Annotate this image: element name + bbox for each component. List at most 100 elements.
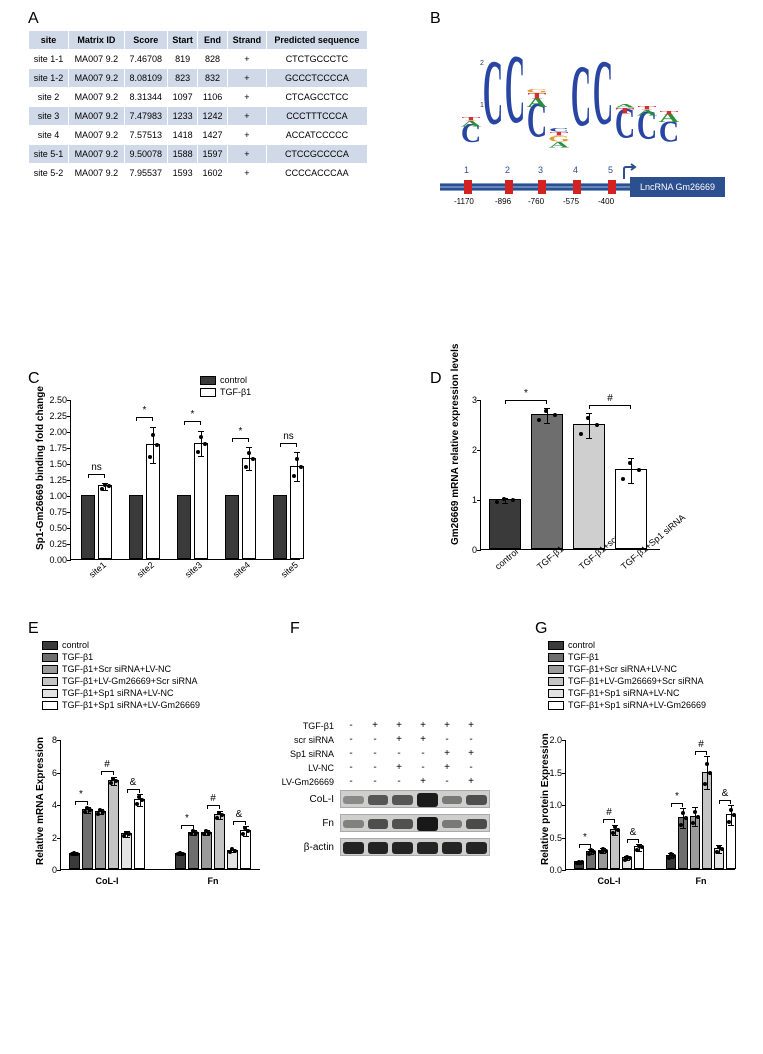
xlabel: site3 — [183, 560, 204, 580]
table-header: Score — [124, 31, 167, 50]
bar — [129, 495, 143, 559]
significance-label: # — [205, 793, 221, 804]
significance-label: * — [233, 426, 249, 437]
panel-a-table: siteMatrix IDScoreStartEndStrandPredicte… — [28, 30, 368, 183]
bar — [108, 780, 119, 869]
site-position: -896 — [495, 197, 511, 206]
panel-f-label: F — [290, 620, 300, 638]
significance-label: * — [185, 409, 201, 420]
significance-label: * — [73, 789, 89, 800]
panel-e-label: E — [28, 620, 39, 638]
binding-site-marker — [464, 180, 472, 194]
legend-item: control — [548, 640, 706, 650]
logo-letter: C — [482, 44, 504, 150]
ytick-label: 2.25 — [49, 411, 67, 421]
ytick-label: 2.50 — [49, 395, 67, 405]
significance-label: # — [99, 759, 115, 770]
table-header: End — [198, 31, 228, 50]
significance-label: * — [137, 405, 153, 416]
site-number: 5 — [608, 165, 613, 175]
logo-letter: C — [504, 37, 526, 150]
ytick-label: 1.5 — [544, 768, 562, 778]
binding-site-marker — [608, 180, 616, 194]
panel-b-label: B — [430, 10, 441, 28]
panel-c-ylabel: Sp1-Gm26669 binding fold change — [35, 386, 46, 550]
blot-condition-row: scr siRNA--++-- — [280, 734, 510, 745]
ytick-label: 1.25 — [49, 475, 67, 485]
ytick-label: 2 — [459, 445, 477, 455]
group-label: CoL-I — [96, 876, 119, 886]
ytick-label: 1 — [459, 495, 477, 505]
legend-item: TGF-β1+Scr siRNA+LV-NC — [42, 664, 200, 674]
xlabel: control — [493, 547, 520, 572]
ytick-label: 1.50 — [49, 459, 67, 469]
ytick-label: 0.75 — [49, 507, 67, 517]
table-row: site 1-1MA007 9.27.46708819828+CTCTGCCCT… — [29, 50, 368, 69]
ytick-label: 0.50 — [49, 523, 67, 533]
site-number: 4 — [573, 165, 578, 175]
panel-e-legend: controlTGF-β1TGF-β1+Scr siRNA+LV-NCTGF-β… — [42, 640, 200, 712]
table-header: Predicted sequence — [266, 31, 367, 50]
logo-letter: C — [592, 44, 614, 150]
blot-condition-row: TGF-β1-+++++ — [280, 720, 510, 731]
bar — [194, 443, 208, 559]
significance-label: & — [125, 777, 141, 788]
ytick-label: 0.00 — [49, 555, 67, 565]
xlabel: site5 — [279, 560, 300, 580]
binding-sites-table: siteMatrix IDScoreStartEndStrandPredicte… — [28, 30, 368, 183]
binding-site-marker — [505, 180, 513, 194]
bar — [121, 833, 132, 869]
ytick-label: 0.0 — [544, 865, 562, 875]
legend-item: TGF-β1+LV-Gm26669+Scr siRNA — [548, 676, 706, 686]
legend-item: TGF-β1+Sp1 siRNA+LV-Gm26669 — [42, 700, 200, 710]
ytick-label: 1.00 — [49, 491, 67, 501]
table-row: site 2MA007 9.28.3134410971106+CTCAGCCTC… — [29, 88, 368, 107]
ytick-label: 1.0 — [544, 800, 562, 810]
legend-tgf: TGF-β1 — [220, 387, 251, 397]
gene-box: LncRNA Gm26669 — [630, 177, 725, 197]
ytick-label: 0.5 — [544, 833, 562, 843]
panel-d-chart: Gm26669 mRNA relative expression levels … — [480, 400, 660, 550]
logo-letter: T — [636, 105, 658, 111]
bar — [489, 499, 521, 549]
significance-label: * — [518, 388, 534, 399]
site-position: -575 — [563, 197, 579, 206]
logo-letter: T — [460, 116, 482, 122]
ytick-label: 6 — [39, 768, 57, 778]
bar — [242, 458, 256, 559]
site-position: -400 — [598, 197, 614, 206]
legend-control: control — [220, 375, 247, 385]
table-header: site — [29, 31, 69, 50]
bar — [573, 424, 605, 549]
blot-condition-row: Sp1 siRNA----++ — [280, 748, 510, 759]
bar — [98, 485, 112, 559]
logo-letter: A — [614, 103, 636, 109]
panel-e-chart: Relative mRNA Expression 02468*#&CoL-I*#… — [60, 740, 260, 870]
bar — [531, 414, 563, 549]
blot-band-row: Fn — [280, 814, 510, 832]
binding-site-marker — [573, 180, 581, 194]
panel-c-chart: Sp1-Gm26669 binding fold change control … — [70, 400, 300, 560]
bar — [177, 495, 191, 559]
site-number: 3 — [538, 165, 543, 175]
group-label: Fn — [208, 876, 219, 886]
significance-label: ns — [89, 462, 105, 473]
legend-item: TGF-β1+Scr siRNA+LV-NC — [548, 664, 706, 674]
significance-label: & — [625, 827, 641, 838]
blot-band-row: CoL-I — [280, 790, 510, 808]
logo-letter: C — [548, 127, 570, 133]
logo-letter: G — [526, 88, 548, 94]
significance-label: ns — [281, 431, 297, 442]
panel-b-diagram: 2 1 CATCCCATGAGTCCCCTACATCAT LncRNA Gm26… — [430, 60, 730, 230]
legend-item: TGF-β1+LV-Gm26669+Scr siRNA — [42, 676, 200, 686]
significance-label: # — [601, 807, 617, 818]
binding-site-marker — [538, 180, 546, 194]
bar — [225, 495, 239, 559]
ytick-label: 0 — [39, 865, 57, 875]
bar — [134, 799, 145, 869]
table-header: Strand — [227, 31, 266, 50]
ytick-label: 0.25 — [49, 539, 67, 549]
table-row: site 4MA007 9.27.5751314181427+ACCATCCCC… — [29, 126, 368, 145]
table-row: site 5-2MA007 9.27.9553715931602+CCCCACC… — [29, 164, 368, 183]
site-position: -760 — [528, 197, 544, 206]
